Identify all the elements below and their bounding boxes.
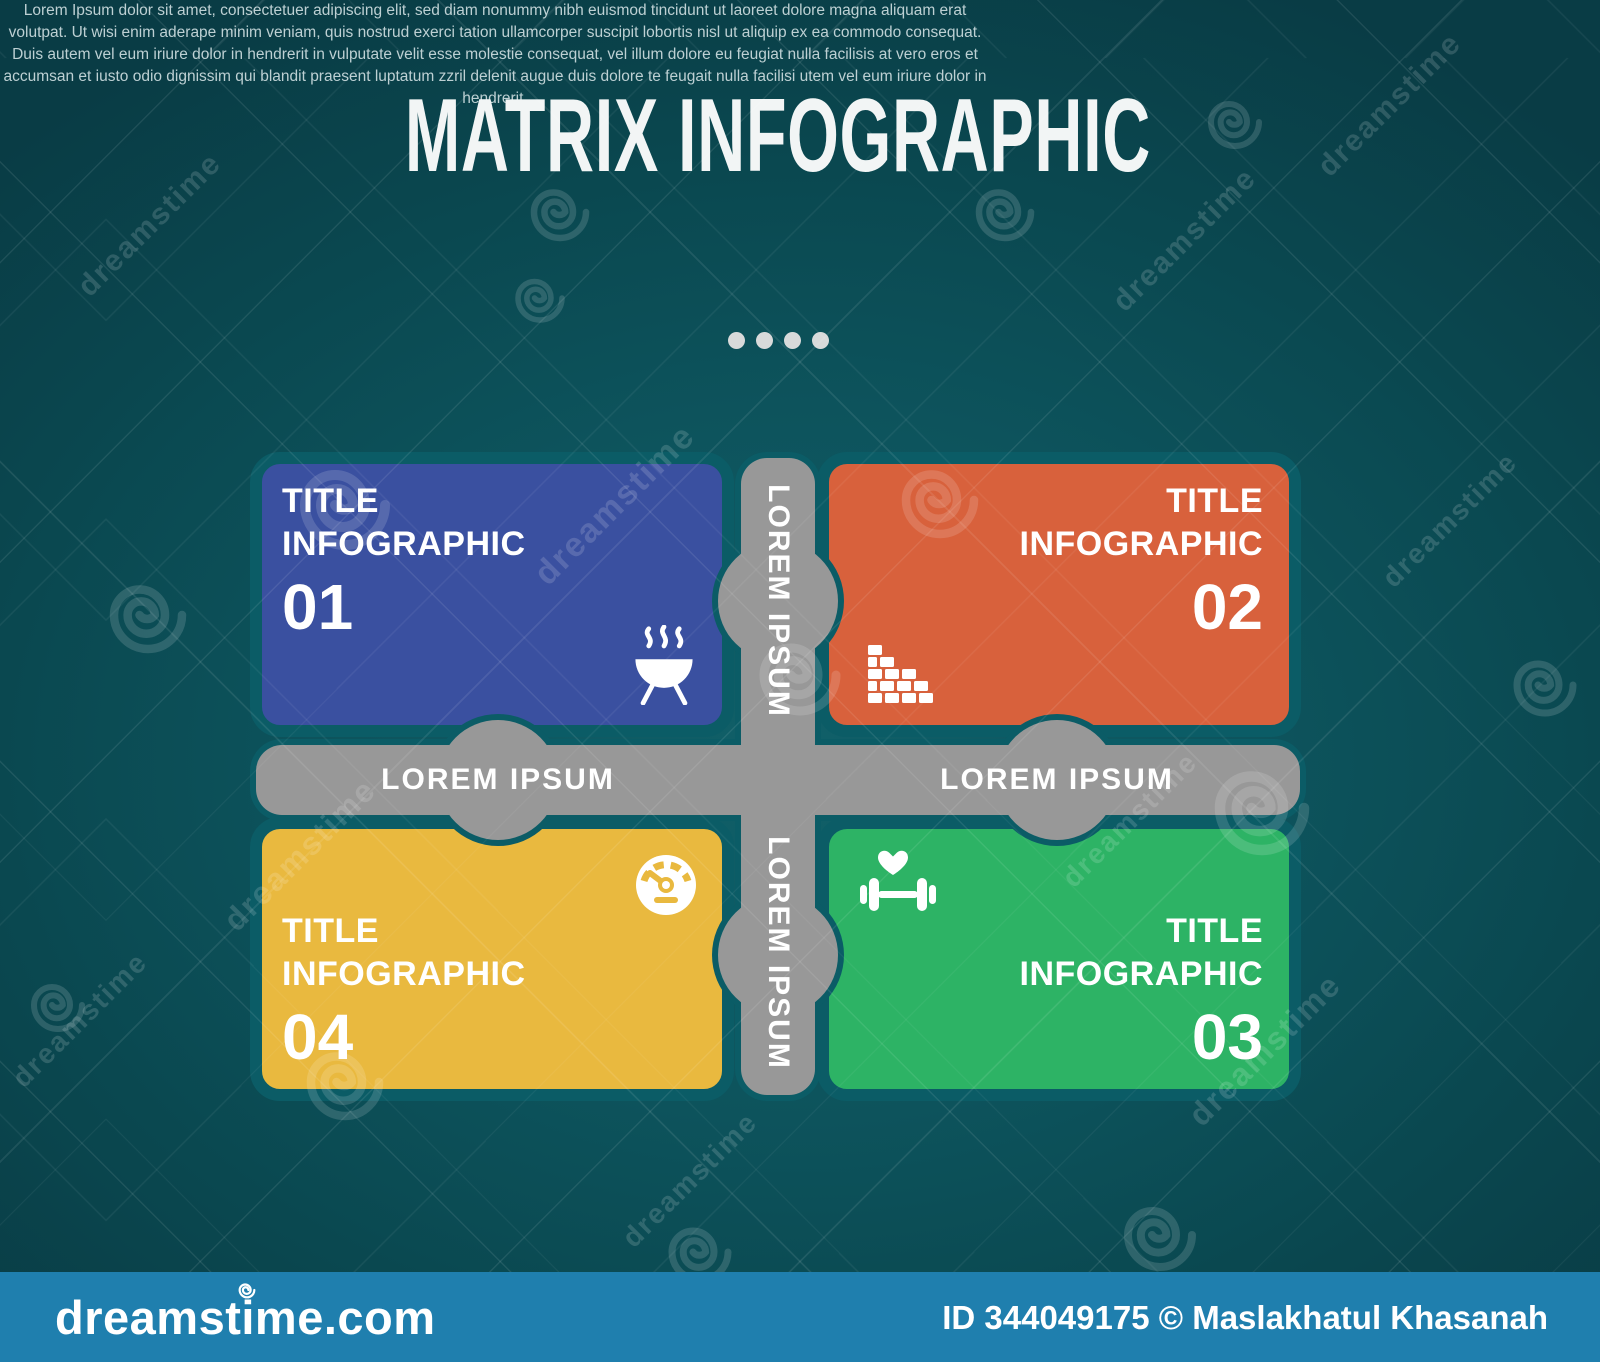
dot (727, 332, 745, 349)
connector-cross (250, 452, 1306, 1101)
box-number: 03 (1191, 1000, 1263, 1073)
dot (811, 332, 829, 349)
image-credit: ID 344049175 © Maslakhatul Khasanah (942, 1299, 1548, 1336)
box-number: 01 (282, 570, 354, 643)
box-title: TITLE INFOGRAPHIC (282, 912, 526, 993)
dreamstime-logo: dreamstime.com (55, 1291, 436, 1344)
brick-wall-icon (868, 645, 933, 703)
box-number: 04 (282, 1000, 354, 1073)
dot (783, 332, 801, 349)
grill-icon (635, 625, 693, 705)
box-title: TITLE INFOGRAPHIC (282, 482, 526, 563)
box-04: TITLE INFOGRAPHIC 04 (256, 823, 728, 1095)
connector-label-top: LOREM IPSUM (762, 484, 795, 718)
connector-label-right: LOREM IPSUM (940, 763, 1174, 796)
connector-label-bottom: LOREM IPSUM (762, 836, 795, 1070)
connector-label-left: LOREM IPSUM (381, 763, 615, 796)
box-02: TITLE INFOGRAPHIC 02 (823, 458, 1295, 731)
box-number: 02 (1191, 570, 1263, 643)
box-03: TITLE INFOGRAPHIC 03 (823, 823, 1295, 1095)
dumbbell-heart-icon (860, 850, 936, 911)
footer-bar: dreamstime.com ID 344049175 © Maslakhatu… (0, 1272, 1600, 1362)
box-01: TITLE INFOGRAPHIC 01 (256, 458, 728, 731)
dot (755, 332, 773, 349)
page-title: MATRIX INFOGRAPHIC (404, 78, 1152, 194)
page-description: Lorem Ipsum dolor sit amet, consectetuer… (3, 2, 987, 107)
separator-dots (0, 332, 1556, 354)
box-title: TITLE INFOGRAPHIC (1019, 482, 1263, 563)
logo-spiral-icon (237, 1280, 257, 1300)
box-title: TITLE INFOGRAPHIC (1019, 912, 1263, 993)
speedometer-icon (636, 855, 696, 915)
